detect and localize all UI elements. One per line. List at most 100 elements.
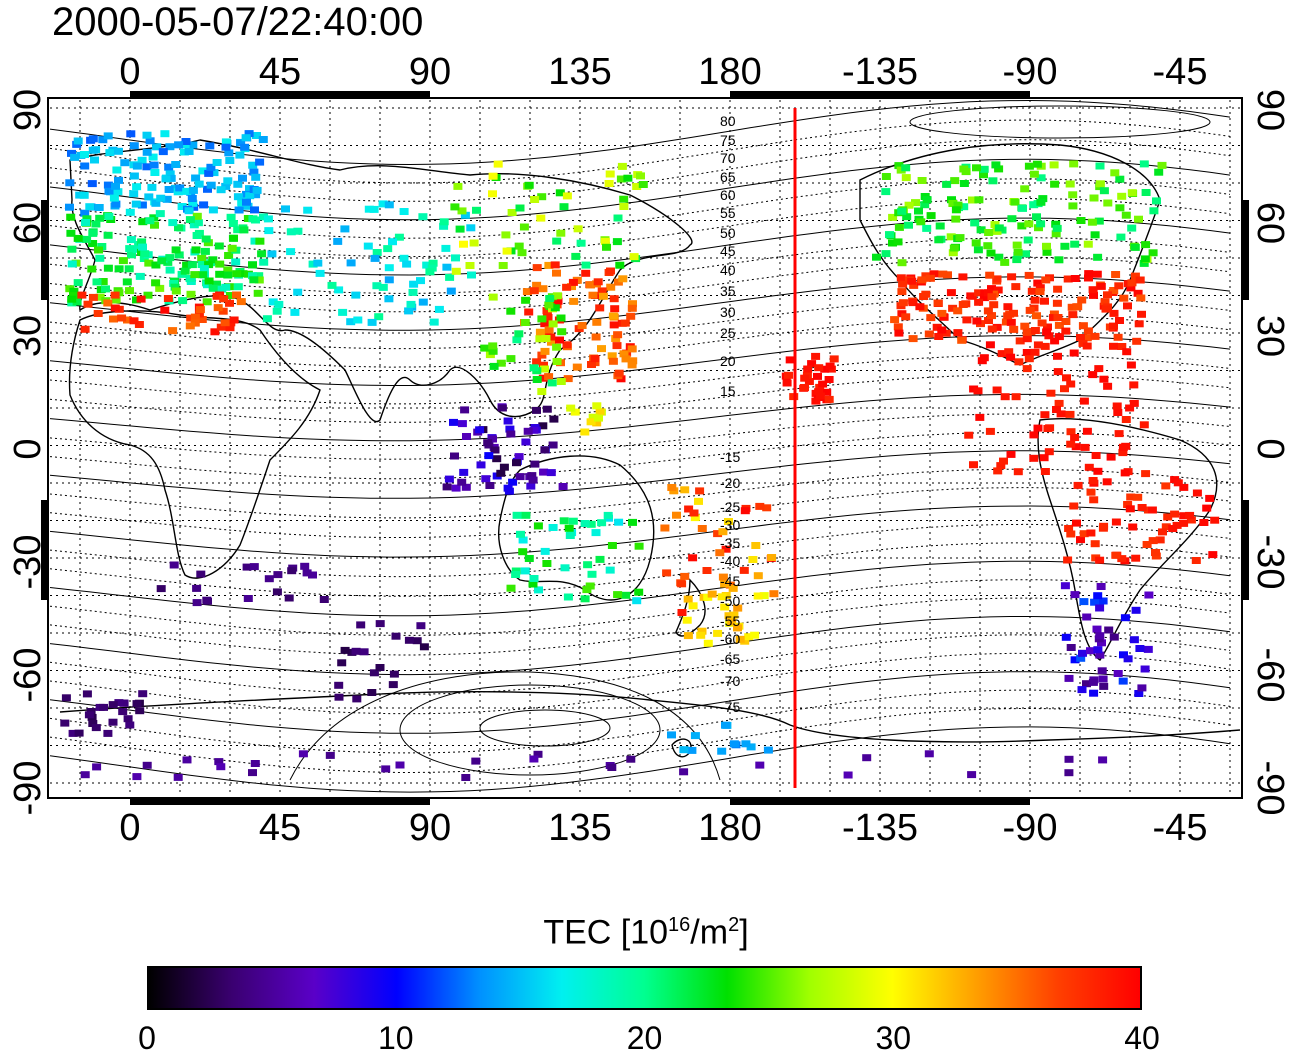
- tec-cell: [1004, 348, 1014, 356]
- tec-cell: [108, 718, 118, 726]
- tec-cell: [252, 132, 261, 139]
- magnetic-latitude-label: -50: [720, 593, 740, 609]
- tec-cell: [907, 277, 917, 285]
- magnetic-latitude-label: 20: [720, 353, 736, 369]
- tec-cell: [603, 511, 613, 519]
- tec-cell: [484, 452, 494, 460]
- tec-cell: [84, 711, 94, 719]
- tec-cell: [460, 211, 470, 219]
- tec-cell: [552, 269, 561, 277]
- left-latitude-tick: 30: [7, 315, 49, 357]
- tec-cell: [608, 357, 618, 365]
- tec-cell: [814, 388, 824, 396]
- tec-cell: [597, 345, 606, 353]
- tec-cell: [171, 246, 181, 254]
- tec-cell: [962, 316, 972, 324]
- tec-cell: [562, 341, 572, 349]
- tec-cell: [457, 420, 467, 428]
- tec-cell: [229, 316, 239, 324]
- tec-cell: [517, 249, 527, 257]
- tec-cell: [679, 746, 689, 754]
- tec-cell: [1066, 428, 1076, 436]
- tec-cell: [122, 278, 132, 286]
- tec-cell: [1077, 296, 1087, 304]
- tec-cell: [259, 213, 268, 221]
- tec-cell: [461, 774, 471, 781]
- tec-cell: [1123, 302, 1132, 310]
- tec-cell: [451, 267, 461, 275]
- tec-cell: [720, 580, 730, 588]
- tec-cell: [506, 584, 516, 592]
- tec-cell: [530, 460, 540, 468]
- tec-cell: [200, 247, 210, 255]
- tec-cell: [206, 181, 216, 189]
- tec-cell: [434, 305, 444, 313]
- tec-cell: [496, 469, 506, 477]
- tec-cell: [618, 275, 628, 283]
- tec-cell: [137, 201, 147, 209]
- tec-cell: [974, 298, 984, 306]
- tec-cell: [559, 517, 569, 525]
- tec-cell: [212, 292, 222, 300]
- magnetic-latitude-label: -70: [720, 673, 740, 689]
- tec-cell: [108, 701, 118, 709]
- tec-cell: [408, 288, 418, 296]
- top-longitude-tick: 0: [119, 51, 140, 93]
- tec-cell: [535, 328, 545, 336]
- tec-cell: [192, 232, 202, 239]
- tec-cell: [453, 182, 463, 190]
- tec-cell: [90, 156, 99, 164]
- tec-cell: [125, 245, 135, 253]
- tec-cell: [598, 292, 608, 300]
- tec-cell: [250, 206, 259, 214]
- tec-cell: [286, 248, 296, 256]
- tec-cell: [126, 130, 136, 138]
- tec-cell: [898, 299, 908, 307]
- tec-cell: [66, 229, 76, 237]
- tec-cell: [739, 566, 749, 574]
- tec-cell: [197, 254, 207, 262]
- tec-cell: [987, 325, 997, 333]
- tec-cell: [540, 446, 550, 454]
- tec-cell: [1073, 481, 1083, 489]
- tec-cell: [914, 207, 923, 215]
- tec-cell: [606, 283, 616, 291]
- tec-cell: [274, 300, 284, 308]
- tec-cell: [374, 313, 384, 321]
- tec-cell: [416, 277, 425, 285]
- tec-cell: [168, 327, 178, 335]
- tec-cell: [174, 141, 184, 149]
- tec-cell: [619, 195, 629, 203]
- tec-cell: [363, 242, 373, 250]
- tec-cell: [1091, 452, 1101, 459]
- tec-cell: [236, 139, 246, 147]
- tec-cell: [974, 289, 984, 297]
- tec-cell: [1093, 646, 1103, 654]
- tec-cell: [113, 188, 123, 196]
- tec-cell: [190, 313, 200, 321]
- tec-cell: [88, 135, 98, 143]
- tec-cell: [728, 584, 738, 592]
- tec-cell: [388, 681, 398, 689]
- tec-cell: [212, 280, 221, 288]
- tec-cell: [613, 214, 623, 222]
- tec-cell: [991, 161, 1001, 169]
- tec-cell: [1140, 665, 1150, 673]
- tec-cell: [1095, 604, 1105, 612]
- tec-cell: [501, 231, 511, 239]
- tec-cell: [203, 281, 212, 289]
- tec-cell: [1032, 213, 1041, 221]
- frame-ticks: [41, 91, 1249, 805]
- bottom-longitude-tick: 90: [409, 807, 451, 849]
- tec-cell: [717, 747, 727, 755]
- tec-cell: [94, 204, 104, 211]
- tec-cell: [272, 588, 282, 596]
- tec-cell: [1116, 233, 1126, 241]
- tec-cell: [744, 633, 754, 641]
- tec-cell: [406, 300, 416, 308]
- tec-cell: [992, 275, 1002, 283]
- tec-cell: [902, 213, 912, 221]
- right-latitude-tick: -90: [1249, 761, 1291, 816]
- tec-cell: [994, 165, 1004, 173]
- tec-cell: [947, 196, 956, 204]
